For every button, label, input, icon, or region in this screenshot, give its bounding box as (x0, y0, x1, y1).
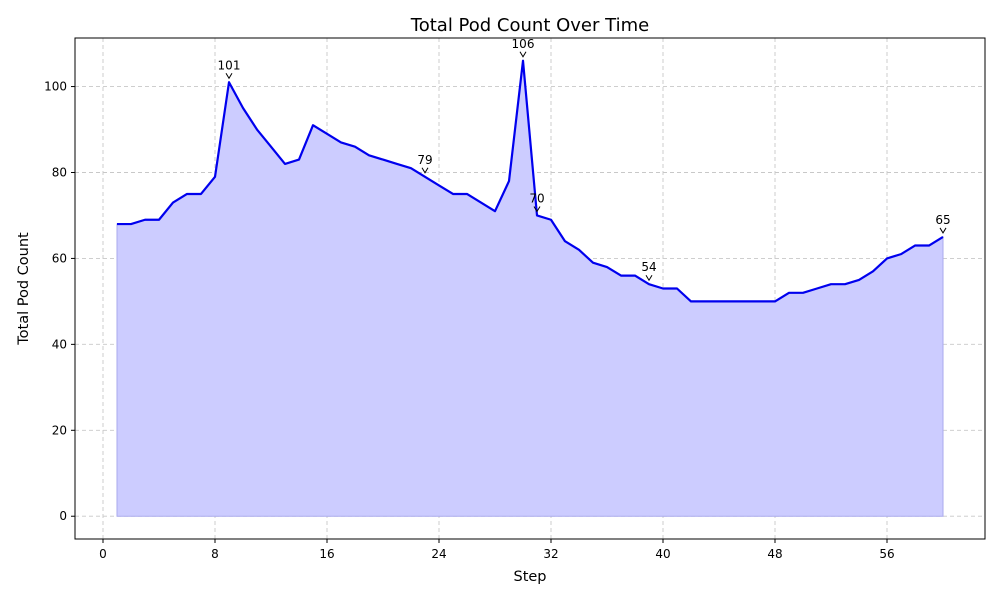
x-tick-label: 56 (879, 547, 894, 561)
y-axis-title: Total Pod Count (16, 232, 32, 346)
annotation-arrow (645, 274, 653, 282)
axis-ticks: 0 8 16 24 32 40 48 56 0 20 40 60 80 100 (44, 80, 895, 561)
plot-frame (74, 37, 986, 540)
x-axis-title: Step (513, 569, 546, 585)
annotation-label: 101 (218, 58, 241, 72)
x-tick-label: 8 (211, 547, 219, 561)
annotation-arrow (421, 167, 429, 174)
annotation-arrow (939, 227, 947, 234)
annotation-arrow (519, 51, 527, 58)
annotations: 101 79 106 70 54 65 (218, 37, 951, 282)
y-tick-label: 0 (59, 509, 67, 523)
y-tick-label: 80 (52, 165, 67, 179)
x-tick-label: 0 (99, 547, 107, 561)
annotation-arrow (533, 206, 541, 213)
y-tick-label: 40 (52, 337, 67, 351)
annotation-label: 54 (641, 260, 656, 274)
x-tick-label: 40 (655, 547, 670, 561)
annotation-label: 79 (417, 153, 432, 167)
annotation-label: 70 (529, 191, 544, 205)
annotation-label: 106 (512, 37, 535, 51)
chart-title: Total Pod Count Over Time (410, 15, 649, 36)
x-tick-label: 16 (319, 547, 334, 561)
x-tick-label: 48 (767, 547, 782, 561)
area-series (116, 59, 944, 517)
y-tick-label: 60 (52, 251, 67, 265)
annotation-label: 65 (935, 213, 950, 227)
y-tick-label: 100 (44, 80, 67, 94)
annotation-arrow (225, 72, 233, 80)
x-tick-label: 24 (431, 547, 446, 561)
y-tick-label: 20 (52, 423, 67, 437)
x-tick-label: 32 (543, 547, 558, 561)
series-line (117, 59, 944, 303)
